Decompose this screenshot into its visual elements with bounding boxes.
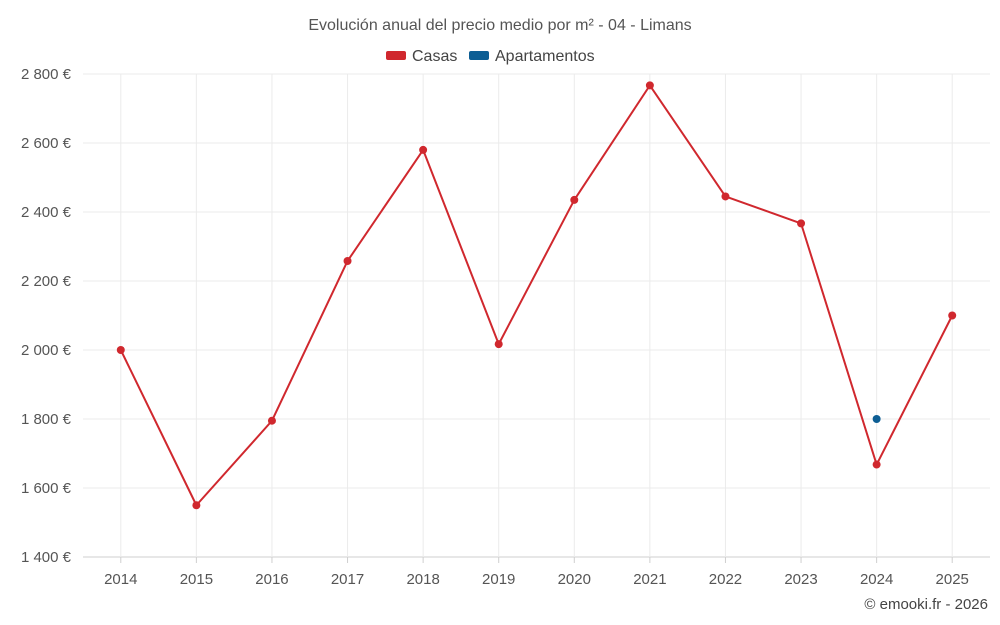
data-point-casas[interactable] [192, 501, 201, 510]
x-tick-label: 2017 [331, 571, 364, 588]
x-axis: 2014 2015 2016 2017 2018 2019 2020 2021 2022 2023… [104, 557, 969, 588]
legend-label-casas[interactable]: Casas [412, 48, 457, 65]
y-tick-label: 1 600 € [21, 480, 72, 497]
y-tick-label: 2 000 € [21, 342, 72, 359]
data-point-casas[interactable] [872, 460, 881, 469]
y-tick-label: 2 400 € [21, 204, 72, 221]
series-points [116, 81, 957, 510]
x-tick-label: 2021 [633, 571, 666, 588]
series-line-casas [119, 84, 954, 507]
x-tick-label: 2023 [784, 571, 817, 588]
legend-swatch-apartamentos[interactable] [469, 51, 489, 60]
credit: © emooki.fr - 2026 [864, 596, 988, 613]
x-tick-label: 2019 [482, 571, 515, 588]
data-point-casas[interactable] [267, 416, 276, 425]
x-tick-label: 2016 [255, 571, 288, 588]
x-tick-label: 2014 [104, 571, 137, 588]
grid [83, 73, 990, 558]
y-axis: 1 400 € 1 600 € 1 800 € 2 000 € 2 200 € 2 400… [21, 66, 72, 566]
data-point-casas[interactable] [116, 346, 125, 354]
y-tick-label: 2 200 € [21, 273, 72, 290]
chart-title: Evolución anual del precio medio por m² … [308, 17, 691, 34]
x-tick-label: 2022 [709, 571, 742, 588]
data-point-casas[interactable] [645, 81, 654, 90]
data-point-casas[interactable] [721, 192, 730, 201]
legend-swatch-casas[interactable] [386, 51, 406, 60]
x-tick-label: 2020 [558, 571, 591, 588]
data-point-casas[interactable] [343, 256, 352, 265]
y-tick-label: 2 600 € [21, 135, 72, 152]
data-point-casas[interactable] [419, 145, 428, 154]
data-point-casas[interactable] [570, 195, 579, 204]
x-tick-label: 2024 [860, 571, 893, 588]
y-tick-label: 1 400 € [21, 549, 72, 566]
data-point-casas[interactable] [797, 219, 806, 228]
y-tick-label: 1 800 € [21, 411, 72, 428]
x-tick-label: 2015 [180, 571, 213, 588]
data-point-casas[interactable] [948, 311, 957, 320]
x-tick-label: 2018 [406, 571, 439, 588]
data-point-apartamentos[interactable] [872, 415, 881, 423]
x-tick-label: 2025 [936, 571, 969, 588]
y-tick-label: 2 800 € [21, 66, 72, 83]
series-lines [119, 84, 954, 507]
data-point-casas[interactable] [494, 340, 503, 349]
legend: Casas Apartamentos [386, 48, 595, 65]
legend-label-apartamentos[interactable]: Apartamentos [495, 48, 595, 65]
